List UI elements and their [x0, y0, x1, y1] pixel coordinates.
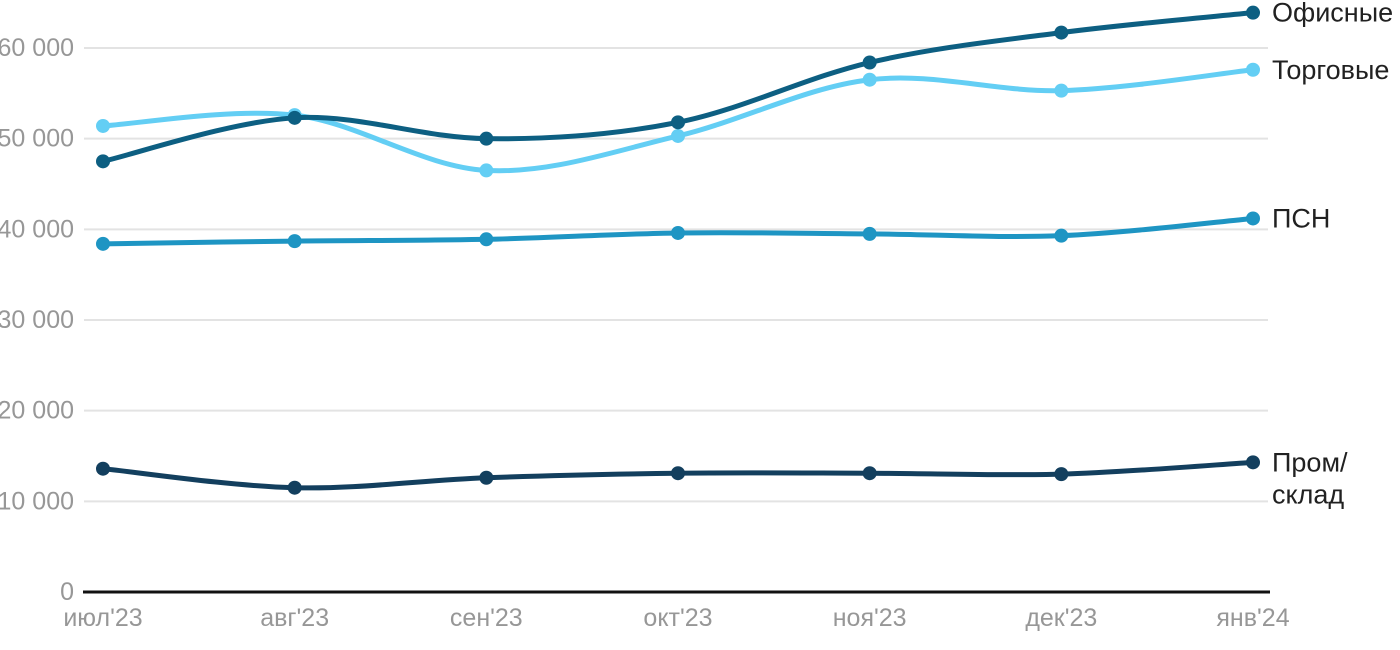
legend-label-0: Офисные [1272, 0, 1393, 28]
series-point-1 [862, 72, 877, 87]
series-point-0 [1054, 25, 1069, 40]
legend-label-line: Офисные [1272, 0, 1393, 28]
series-point-0 [862, 55, 877, 70]
series-point-1 [1054, 83, 1069, 98]
series-point-3 [287, 480, 302, 495]
legend-label-line: Пром/ [1272, 447, 1348, 477]
series-point-3 [671, 466, 685, 481]
series-point-1 [1246, 62, 1260, 77]
series-point-3 [479, 470, 494, 485]
series-point-0 [671, 115, 685, 130]
y-axis-tick-label: 50 000 [0, 125, 74, 153]
series-point-2 [1054, 228, 1069, 243]
series-point-2 [862, 226, 877, 241]
series-point-1 [479, 163, 494, 178]
x-axis-tick-label: авг'23 [260, 604, 329, 632]
x-axis-tick-label: янв'24 [1216, 604, 1289, 632]
series-point-0 [96, 154, 110, 169]
y-axis-tick-label: 20 000 [0, 397, 74, 425]
series-point-2 [96, 236, 110, 251]
y-axis-tick-label: 30 000 [0, 306, 74, 334]
legend-label-line: Торговые [1272, 55, 1389, 85]
series-point-3 [1246, 455, 1260, 470]
legend-label-line: склад [1272, 479, 1344, 509]
legend-label-3: Пром/склад [1272, 447, 1348, 509]
series-point-2 [671, 225, 685, 240]
x-axis-tick-label: дек'23 [1025, 604, 1097, 632]
series-point-2 [1246, 211, 1260, 226]
series-point-3 [862, 466, 877, 481]
series-point-0 [479, 131, 494, 146]
y-axis-tick-label: 10 000 [0, 487, 74, 515]
series-point-3 [1054, 467, 1069, 482]
series-point-3 [96, 461, 110, 476]
series-point-1 [96, 118, 110, 133]
legend-label-1: Торговые [1272, 55, 1389, 85]
legend-label-line: ПСН [1272, 203, 1330, 233]
series-point-1 [671, 128, 685, 143]
y-axis-tick-label: 40 000 [0, 215, 74, 243]
series-point-0 [1246, 5, 1260, 20]
x-axis-tick-label: июл'23 [63, 604, 142, 632]
y-axis-tick-label: 0 [60, 578, 74, 606]
x-axis-tick-label: сен'23 [450, 604, 523, 632]
series-point-0 [287, 110, 302, 125]
x-axis-tick-label: окт'23 [643, 604, 712, 632]
series-point-2 [479, 232, 494, 247]
series-point-2 [287, 234, 302, 249]
legend-label-2: ПСН [1272, 203, 1330, 233]
y-axis-tick-label: 60 000 [0, 34, 74, 62]
x-axis-tick-label: ноя'23 [833, 604, 907, 632]
